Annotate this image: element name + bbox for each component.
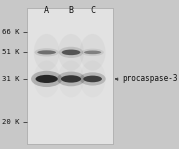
Ellipse shape [31,71,62,87]
FancyBboxPatch shape [26,8,113,144]
Ellipse shape [57,72,85,86]
Ellipse shape [80,34,106,71]
Text: 51 K: 51 K [2,49,20,55]
Ellipse shape [35,48,59,56]
Text: procaspase-3: procaspase-3 [115,74,178,83]
Ellipse shape [81,49,104,56]
Ellipse shape [58,34,84,71]
Ellipse shape [34,34,60,71]
Ellipse shape [61,75,81,83]
Text: 20 K: 20 K [2,119,20,125]
Ellipse shape [58,60,84,97]
Ellipse shape [80,60,106,97]
Ellipse shape [84,51,101,54]
Ellipse shape [59,47,83,58]
Text: 66 K: 66 K [2,29,20,35]
Ellipse shape [79,72,106,86]
Ellipse shape [37,50,56,54]
Text: A: A [44,6,49,15]
Ellipse shape [34,60,60,97]
Text: C: C [90,6,95,15]
Ellipse shape [83,76,102,82]
Text: B: B [69,6,74,15]
Ellipse shape [62,50,80,55]
Text: 31 K: 31 K [2,76,20,82]
Ellipse shape [35,75,58,83]
